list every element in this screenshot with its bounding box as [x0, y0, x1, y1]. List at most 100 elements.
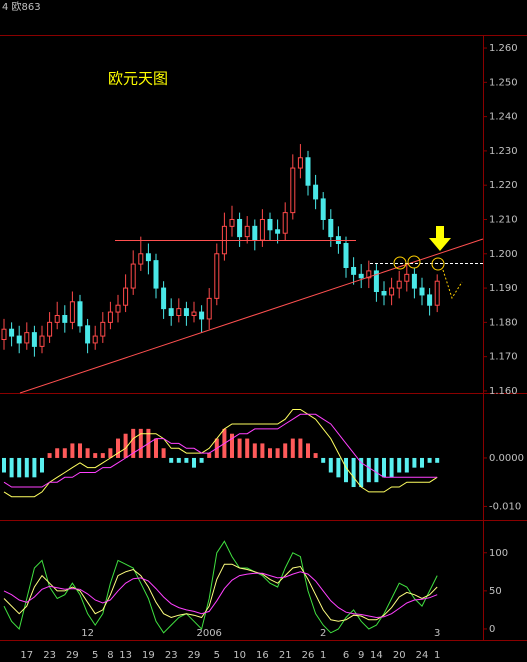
candle-body [267, 218, 273, 231]
x-tick-label: 17 [20, 650, 33, 661]
month-label: 12 [81, 628, 94, 639]
x-tick-label: 24 [416, 650, 429, 661]
macd-bar [435, 457, 440, 463]
candle-body [290, 167, 296, 214]
macd-bar [306, 443, 310, 458]
candle-body [183, 308, 189, 317]
macd-bar [420, 457, 424, 468]
frame [0, 35, 527, 641]
x-tick-label: 29 [188, 650, 201, 661]
macd-bar [230, 433, 234, 458]
candle-body [130, 263, 136, 289]
macd-bar [47, 453, 52, 458]
macd-bar [2, 457, 6, 473]
macd-bar [17, 457, 22, 478]
x-tick-label: 16 [256, 650, 269, 661]
candle-body [54, 315, 60, 323]
y-tick-label: 1.260 [489, 43, 518, 54]
candle-body [396, 280, 402, 289]
candle-body [381, 290, 387, 296]
candle-body [92, 335, 98, 344]
candle-body [31, 332, 37, 347]
macd-bar [237, 438, 242, 458]
line [3, 540, 438, 634]
macd-bar [70, 443, 75, 458]
candle-body [343, 242, 349, 268]
x-tick-label: 5 [214, 650, 220, 661]
candle-body [199, 311, 205, 320]
macd-bar [366, 457, 371, 483]
macd-bar [24, 457, 29, 478]
candle-body [123, 287, 129, 306]
x-tick-label: 13 [119, 650, 132, 661]
y-tick-label: 1.240 [489, 112, 518, 123]
macd-bar [32, 457, 37, 478]
line [3, 413, 438, 488]
macd-bar [138, 428, 143, 458]
candle-body [244, 225, 250, 238]
candle-body [320, 198, 326, 220]
arrow [429, 226, 451, 251]
circle-marker [431, 257, 445, 271]
candle-body [168, 308, 174, 317]
macd-bar [161, 448, 166, 458]
candle-body [259, 218, 265, 241]
macd-bar [252, 443, 257, 458]
candle-body [427, 294, 433, 306]
y-tick-label: 1.180 [489, 317, 518, 328]
x-tick-label: 14 [370, 650, 383, 661]
macd-bar [85, 448, 90, 458]
candle-body [176, 308, 182, 317]
candle-body [389, 287, 395, 296]
x-tick-label: 19 [142, 650, 155, 661]
macd-bar [412, 457, 417, 468]
candle-body [252, 225, 258, 241]
macd-bar [154, 438, 158, 458]
macd-bar [9, 457, 14, 478]
macd-bar [116, 438, 120, 458]
candle-body [275, 229, 281, 234]
candle-body [24, 332, 30, 344]
candle-body [206, 297, 212, 320]
candle-body [229, 218, 235, 227]
y-tick-label: 0.0000 [489, 453, 524, 464]
candle-body [1, 328, 7, 341]
month-label: 3 [434, 628, 440, 639]
y-tick-label: 1.190 [489, 283, 518, 294]
line [3, 563, 438, 622]
macd-bar [176, 457, 181, 463]
candle-body [328, 218, 334, 238]
y-tick-label: 100 [489, 548, 508, 559]
header-text: 4 欧863 [2, 1, 41, 13]
candle-body [16, 335, 22, 344]
x-tick-label: 23 [43, 650, 56, 661]
macd-bar [290, 438, 295, 458]
macd-bar [427, 457, 432, 463]
marks: 1.260 1.250 1.240 1.230 1.220 1.210 1.200 1.190… [1, 43, 524, 661]
macd-bar [404, 457, 409, 473]
macd-bar [389, 457, 394, 478]
candle-body [161, 287, 167, 310]
candle-body [404, 273, 410, 282]
x-tick-label: 29 [66, 650, 79, 661]
line [3, 409, 438, 498]
y-tick-label: 1.210 [489, 214, 518, 225]
macd-bar [283, 443, 288, 458]
macd-bar [397, 457, 402, 473]
candle-body [9, 328, 15, 337]
month-label: 2 [320, 628, 326, 639]
candle-body [100, 321, 106, 337]
candle-body [297, 157, 303, 169]
macd-bar [268, 448, 272, 458]
macd-bar [192, 457, 196, 468]
month-label: 2006 [196, 628, 221, 639]
macd-bar [131, 428, 136, 458]
candle-body [313, 184, 319, 200]
macd-bar [351, 457, 356, 488]
macd-bar [123, 433, 128, 458]
macd-bar [40, 457, 44, 473]
x-tick-label: 1 [434, 650, 440, 661]
candle-body [115, 304, 121, 313]
